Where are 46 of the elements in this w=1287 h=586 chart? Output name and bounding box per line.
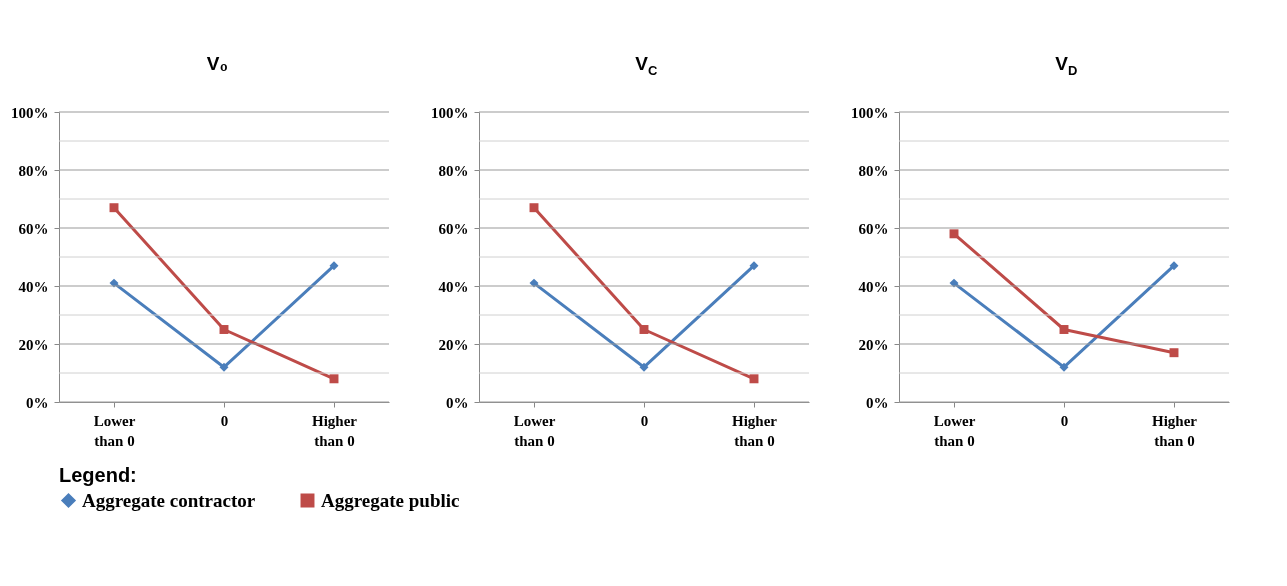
y-tick-label: 40% [438, 278, 469, 295]
y-tick-label: 100% [11, 104, 49, 121]
x-tick-label: 0 [1060, 412, 1069, 429]
point [219, 325, 229, 334]
y-tick-label: 0% [26, 394, 49, 411]
legend-label: Aggregate contractor [82, 489, 256, 511]
point [1169, 261, 1179, 271]
chart-title: V₀ [206, 53, 228, 74]
y-tick-label: 80% [858, 162, 889, 179]
point [329, 374, 339, 384]
point [329, 261, 339, 271]
point [639, 325, 649, 334]
y-tick-label: 80% [18, 162, 49, 179]
y-tick-label: 100% [851, 104, 889, 121]
point [639, 362, 649, 372]
y-tick-label: 0% [446, 394, 469, 411]
x-tick-label: Higher than 0 [1152, 412, 1198, 449]
y-tick-label: 0% [866, 394, 889, 411]
point [1059, 325, 1069, 334]
y-tick-label: 20% [18, 336, 49, 353]
point [749, 374, 759, 384]
point [529, 203, 539, 213]
point [1169, 348, 1179, 358]
x-tick-label: Higher than 0 [312, 412, 358, 449]
point [949, 229, 959, 239]
x-tick-label: 0 [640, 412, 649, 429]
x-tick-label: Lower than 0 [513, 412, 556, 449]
legend-label: Aggregate public [321, 489, 460, 511]
y-tick-label: 20% [858, 336, 889, 353]
x-tick-label: 0 [220, 412, 229, 429]
y-tick-label: 40% [18, 278, 49, 295]
point [1059, 362, 1069, 372]
x-tick-label: Higher than 0 [732, 412, 778, 449]
y-tick-label: 60% [18, 220, 49, 237]
point [749, 261, 759, 271]
legend-title: Legend: [59, 464, 137, 486]
point [219, 362, 229, 372]
y-tick-label: 40% [858, 278, 889, 295]
x-tick-label: Lower than 0 [93, 412, 136, 449]
y-tick-label: 100% [431, 104, 469, 121]
x-tick-label: Lower than 0 [933, 412, 976, 449]
y-tick-label: 60% [858, 220, 889, 237]
y-tick-label: 20% [438, 336, 469, 353]
point [109, 203, 119, 213]
y-tick-label: 80% [438, 162, 469, 179]
y-tick-label: 60% [438, 220, 469, 237]
